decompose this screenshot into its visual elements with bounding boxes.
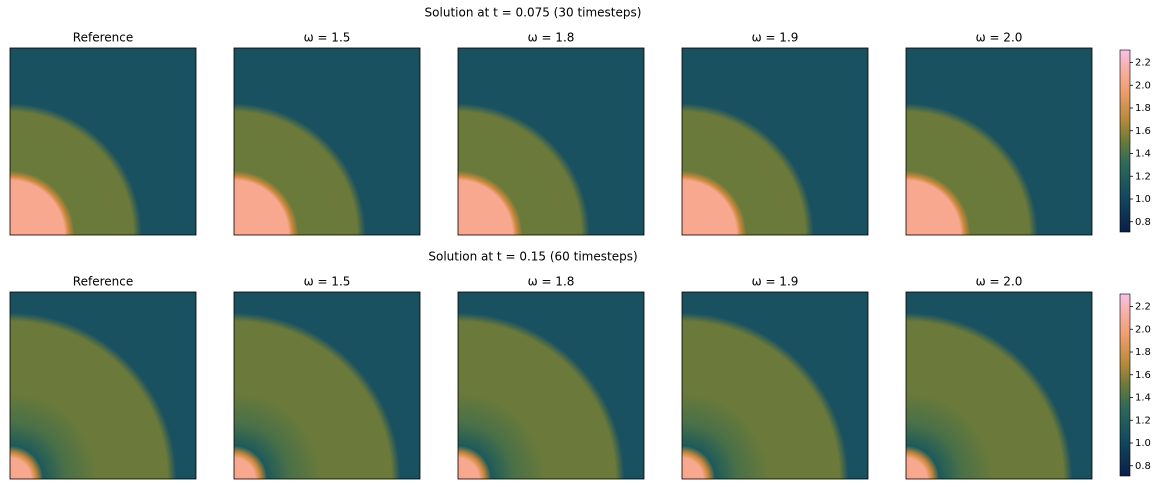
colorbar-tick-label: 1.8 — [1135, 103, 1151, 114]
colorbar-tick-label: 0.8 — [1135, 217, 1151, 228]
panel-title: Reference — [73, 275, 133, 289]
panel-frame — [233, 291, 421, 480]
panel-title: ω = 2.0 — [976, 31, 1023, 45]
colorbar-tick-label: 1.4 — [1135, 149, 1151, 160]
colorbar-tick-label: 0.8 — [1135, 461, 1151, 472]
heatmap — [233, 291, 421, 480]
panel-frame — [905, 47, 1093, 236]
row-title: Solution at t = 0.075 (30 timesteps) — [425, 6, 642, 20]
heatmap — [905, 47, 1093, 236]
heatmap — [681, 47, 869, 236]
colorbar-tick-label: 1.8 — [1135, 347, 1151, 358]
colorbar — [1119, 49, 1131, 233]
panel-frame — [9, 291, 197, 480]
panel-title: Reference — [73, 31, 133, 45]
heatmap — [905, 291, 1093, 480]
panel-title: ω = 1.5 — [304, 275, 351, 289]
panel-frame — [457, 47, 645, 236]
heatmap — [457, 291, 645, 480]
heatmap-image — [234, 48, 420, 235]
heatmap-image — [234, 292, 420, 479]
colorbar-tick-label: 2.2 — [1135, 302, 1151, 313]
colorbar-tick-label: 1.2 — [1135, 171, 1151, 182]
colorbar-tick-label: 1.4 — [1135, 393, 1151, 404]
panel-frame — [905, 291, 1093, 480]
heatmap-image — [906, 292, 1092, 479]
colorbar-tick-label: 2.2 — [1135, 58, 1151, 69]
heatmap — [457, 47, 645, 236]
heatmap-image — [10, 292, 196, 479]
panel-frame — [233, 47, 421, 236]
heatmap — [233, 47, 421, 236]
heatmap-image — [906, 48, 1092, 235]
heatmap-image — [458, 292, 644, 479]
panel-frame — [681, 47, 869, 236]
panel-title: ω = 1.8 — [528, 275, 575, 289]
heatmap — [681, 291, 869, 480]
panel-title: ω = 2.0 — [976, 275, 1023, 289]
panel-title: ω = 1.9 — [752, 275, 799, 289]
panel-title: ω = 1.9 — [752, 31, 799, 45]
panel-frame — [681, 291, 869, 480]
colorbar-tick-label: 1.0 — [1135, 438, 1151, 449]
colorbar-tick-label: 1.6 — [1135, 126, 1151, 137]
colorbar-tick-label: 2.0 — [1135, 80, 1151, 91]
colorbar-tick-label: 2.0 — [1135, 324, 1151, 335]
row-title: Solution at t = 0.15 (60 timesteps) — [428, 250, 637, 264]
panel-title: ω = 1.8 — [528, 31, 575, 45]
colorbar-tick-label: 1.0 — [1135, 194, 1151, 205]
panel-frame — [9, 47, 197, 236]
colorbar — [1119, 293, 1131, 477]
heatmap-image — [682, 292, 868, 479]
heatmap-image — [458, 48, 644, 235]
heatmap — [9, 47, 197, 236]
colorbar-tick-label: 1.2 — [1135, 415, 1151, 426]
heatmap — [9, 291, 197, 480]
panel-frame — [457, 291, 645, 480]
colorbar-tick-label: 1.6 — [1135, 370, 1151, 381]
heatmap-image — [682, 48, 868, 235]
panel-title: ω = 1.5 — [304, 31, 351, 45]
heatmap-image — [10, 48, 196, 235]
